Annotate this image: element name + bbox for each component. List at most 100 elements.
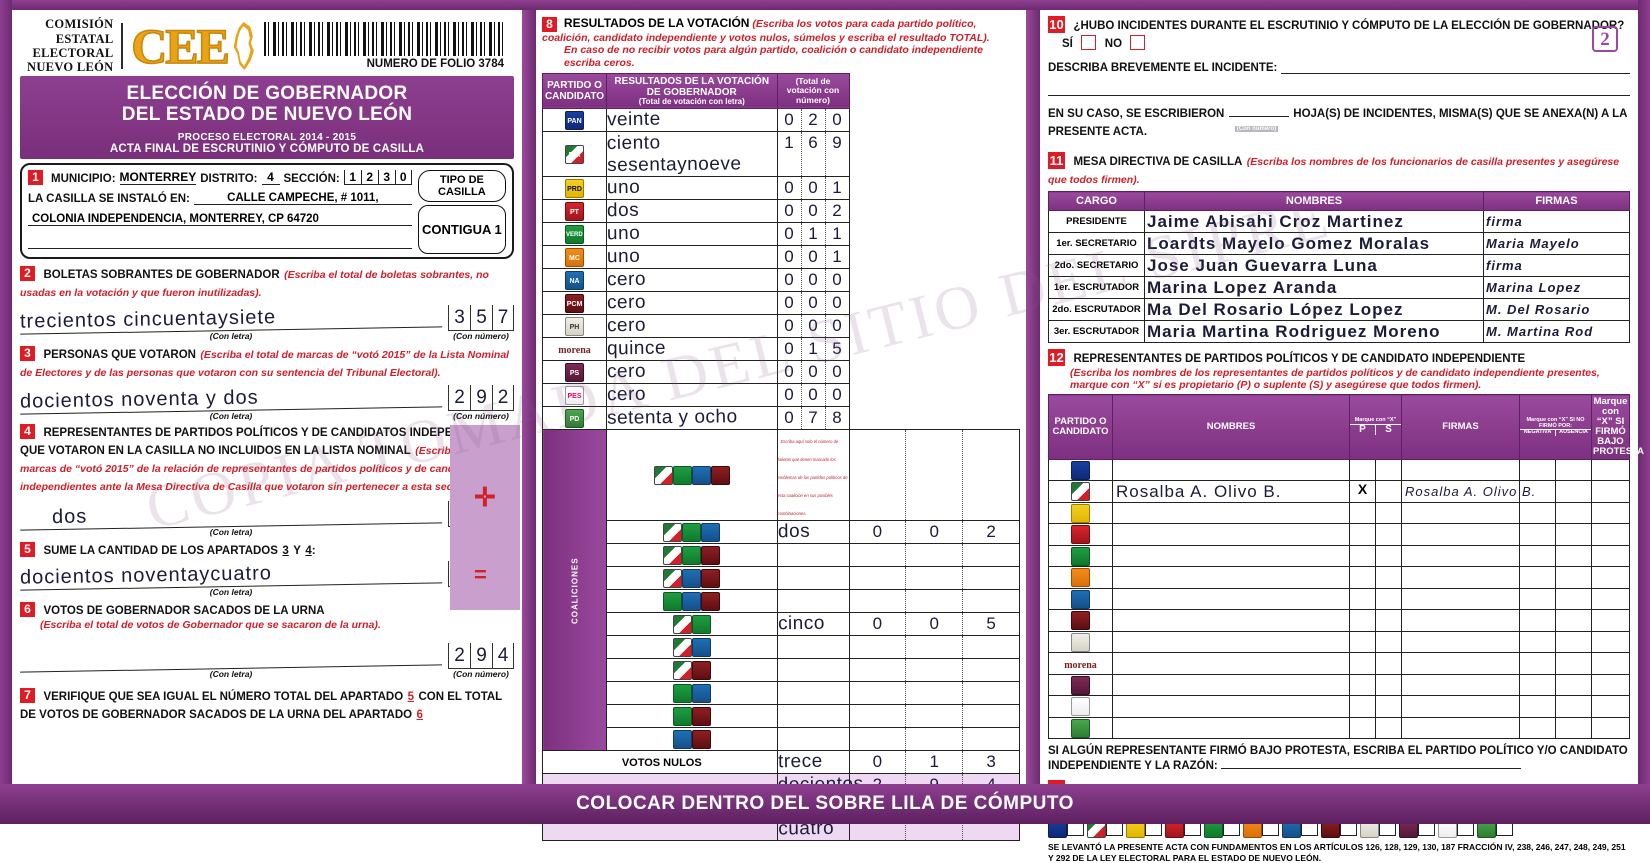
- section-3-digit-3[interactable]: 2: [492, 384, 514, 411]
- rep-firma-cell[interactable]: [1401, 695, 1520, 718]
- domicilio-line-2[interactable]: COLONIA INDEPENDENCIA, MONTERREY, CP 647…: [28, 213, 412, 226]
- votes-letra-cell[interactable]: uno: [606, 222, 778, 247]
- rep-nofirmo-cell[interactable]: [1519, 458, 1592, 482]
- rep-ausencia-mark[interactable]: [1556, 481, 1591, 502]
- rep-nofirmo-cell[interactable]: [1519, 566, 1592, 589]
- rep-protesta-mark[interactable]: [1591, 544, 1630, 568]
- rep-nombre-cell[interactable]: [1112, 609, 1350, 632]
- numero-cells[interactable]: [850, 728, 1020, 751]
- coalition-letra-cell[interactable]: [776, 566, 850, 591]
- rep-nombre-cell[interactable]: [1112, 544, 1350, 568]
- rep-protesta-mark[interactable]: [1591, 609, 1630, 632]
- numero-digit-3[interactable]: 5: [962, 613, 1019, 636]
- coalition-numero-cell[interactable]: [848, 566, 1020, 591]
- section-3-digit-1[interactable]: 2: [448, 384, 470, 411]
- rep-s-mark[interactable]: [1376, 524, 1401, 545]
- numero-digit-1[interactable]: [850, 636, 906, 658]
- rep-s-mark[interactable]: [1376, 632, 1401, 653]
- coalition-letra-cell[interactable]: dos: [776, 520, 850, 545]
- seccion-digit-4[interactable]: 0: [394, 169, 412, 185]
- numero-digit-1[interactable]: 0: [784, 408, 794, 428]
- rep-s-mark[interactable]: [1376, 460, 1401, 481]
- section-2-numero[interactable]: 3 5 7: [448, 304, 514, 331]
- votes-letra-cell[interactable]: veinte: [606, 108, 778, 133]
- si-checkbox[interactable]: [1081, 35, 1097, 51]
- mesa-firma[interactable]: M. Martina Rod: [1483, 320, 1630, 343]
- numero-digit-1[interactable]: 1: [784, 133, 794, 153]
- rep-p-mark[interactable]: [1350, 524, 1376, 545]
- rep-nombre-cell[interactable]: [1112, 630, 1350, 654]
- rep-p-mark[interactable]: X: [1350, 481, 1376, 502]
- votes-letra-cell[interactable]: cero: [606, 360, 778, 385]
- numero-digit-2[interactable]: 1: [905, 751, 962, 774]
- section-3-digit-2[interactable]: 9: [470, 384, 492, 411]
- coalition-letra-cell[interactable]: [776, 543, 850, 568]
- rep-protesta-mark[interactable]: [1591, 673, 1630, 697]
- section-3-letra-value[interactable]: docientos noventa y dos: [19, 382, 443, 415]
- numero-digit-2[interactable]: [905, 728, 962, 751]
- seccion-digit-2[interactable]: 2: [360, 169, 378, 185]
- rep-protesta-mark[interactable]: [1591, 587, 1630, 611]
- rep-firma-cell[interactable]: Rosalba A. Olivo B.: [1401, 480, 1536, 503]
- rep-nofirmo-cell[interactable]: [1519, 652, 1592, 675]
- mesa-firma[interactable]: Marina Lopez: [1483, 276, 1630, 299]
- mesa-nombre[interactable]: Loardts Mayelo Gomez Moralas: [1144, 232, 1484, 255]
- rep-s-mark[interactable]: [1376, 718, 1401, 739]
- rep-negativa-mark[interactable]: [1520, 524, 1556, 545]
- rep-s-mark[interactable]: [1376, 503, 1401, 524]
- seccion-digits[interactable]: 1 2 3 0: [343, 169, 412, 185]
- domicilio-line-1[interactable]: CALLE CAMPECHE, # 1011,: [193, 192, 412, 205]
- rep-firma-cell[interactable]: [1401, 673, 1520, 697]
- rep-ausencia-mark[interactable]: [1556, 546, 1591, 567]
- rep-nofirmo-cell[interactable]: [1519, 609, 1592, 632]
- coalition-letra-cell[interactable]: [776, 727, 850, 752]
- numero-digit-3[interactable]: 0: [824, 315, 849, 338]
- rep-nofirmo-cell[interactable]: [1519, 695, 1592, 718]
- numero-cells[interactable]: [850, 636, 1020, 659]
- rep-protesta-mark[interactable]: [1591, 695, 1630, 718]
- coalition-numero-cell[interactable]: [848, 543, 1020, 568]
- numero-digit-3[interactable]: 0: [824, 292, 849, 315]
- numero-cells[interactable]: [850, 544, 1020, 567]
- numero-digit-3[interactable]: [962, 682, 1019, 705]
- rep-p-mark[interactable]: [1350, 610, 1376, 631]
- rep-nombre-cell[interactable]: [1112, 652, 1350, 675]
- section-2-letra-value[interactable]: trecientos cincuentaysiete: [19, 302, 443, 335]
- rep-p-mark[interactable]: [1350, 545, 1376, 567]
- numero-cells[interactable]: [850, 659, 1020, 682]
- numero-digit-2[interactable]: 7: [800, 407, 825, 430]
- rep-nombre-cell[interactable]: [1112, 673, 1350, 697]
- numero-digit-1[interactable]: 0: [784, 385, 794, 405]
- rep-protesta-mark[interactable]: [1591, 523, 1630, 546]
- numero-digit-2[interactable]: [905, 544, 962, 567]
- numero-digit-2[interactable]: 0: [800, 269, 825, 292]
- numero-cells[interactable]: [850, 567, 1020, 590]
- numero-digit-3[interactable]: [962, 728, 1019, 751]
- numero-digit-1[interactable]: [850, 682, 906, 704]
- numero-digit-1[interactable]: [850, 728, 906, 750]
- rep-ps-cell[interactable]: [1349, 673, 1402, 697]
- rep-firma-cell[interactable]: [1401, 501, 1520, 525]
- coalition-numero-cell[interactable]: [848, 589, 1020, 614]
- rep-p-mark[interactable]: [1350, 696, 1376, 717]
- rep-ausencia-mark[interactable]: [1556, 610, 1591, 631]
- rep-s-mark[interactable]: [1376, 567, 1401, 588]
- mesa-firma[interactable]: M. Del Rosario: [1483, 298, 1630, 321]
- rep-ps-cell[interactable]: [1349, 566, 1402, 589]
- rep-firma-cell[interactable]: [1401, 630, 1520, 654]
- numero-digit-3[interactable]: 1: [824, 246, 849, 269]
- mesa-nombre[interactable]: Jose Juan Guevarra Luna: [1144, 254, 1484, 277]
- describa-input-1[interactable]: [1281, 60, 1630, 74]
